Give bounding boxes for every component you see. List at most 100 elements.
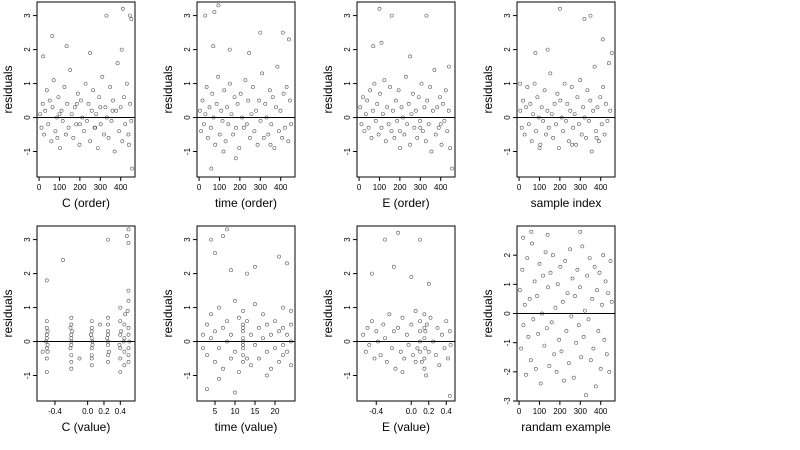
data-point <box>380 112 385 117</box>
data-point <box>126 288 131 293</box>
x-tick-label: 200 <box>393 183 407 192</box>
data-point <box>424 13 429 18</box>
data-point <box>40 349 45 354</box>
data-point <box>126 325 131 330</box>
data-point <box>557 337 562 342</box>
data-point <box>585 88 590 93</box>
data-point <box>428 85 433 89</box>
data-point <box>55 135 60 140</box>
data-point <box>44 319 49 324</box>
y-tick-label: 2 <box>23 271 32 276</box>
x-axis-title: C (value) <box>62 420 111 434</box>
y-axis-title: residuals <box>1 65 15 113</box>
data-point <box>98 105 103 110</box>
data-point <box>564 119 568 123</box>
x-tick-label: 400 <box>594 183 608 192</box>
data-point <box>269 122 274 127</box>
data-point <box>607 369 612 374</box>
data-point <box>50 34 55 38</box>
data-point <box>595 288 599 293</box>
data-point <box>126 298 131 303</box>
data-point <box>241 309 245 313</box>
data-point <box>287 98 292 103</box>
data-point <box>413 359 418 364</box>
data-points <box>358 6 454 171</box>
y-tick-label: 1 <box>23 305 32 310</box>
data-point <box>371 44 376 49</box>
x-tick-label: 200 <box>553 407 567 416</box>
data-point <box>372 356 377 361</box>
data-point <box>448 342 453 347</box>
data-point <box>241 329 245 334</box>
data-point <box>447 329 452 334</box>
data-point <box>391 329 396 334</box>
data-point <box>108 85 113 89</box>
data-point <box>409 112 414 117</box>
data-point <box>400 315 405 320</box>
data-point <box>257 356 261 361</box>
data-point <box>406 342 411 347</box>
data-point <box>365 325 370 330</box>
data-point <box>47 98 52 103</box>
data-point <box>229 112 234 117</box>
x-axis-title: C (order) <box>62 196 110 210</box>
chart-panel: -1 0 1 2 3 0 100 200 300 400 sample index residuals <box>481 1 616 210</box>
data-point <box>267 88 272 93</box>
data-point <box>56 95 61 100</box>
data-point <box>104 13 109 18</box>
data-point <box>363 349 368 354</box>
x-tick-label: 0 <box>517 183 522 192</box>
data-point <box>285 349 289 354</box>
data-point <box>97 95 102 100</box>
data-point <box>423 139 428 144</box>
data-point <box>404 332 409 337</box>
data-point <box>607 61 611 66</box>
data-point <box>261 312 265 317</box>
plot-frame <box>516 1 616 178</box>
y-tick-label: -1 <box>503 147 512 155</box>
data-point <box>539 105 544 110</box>
data-point <box>579 132 584 137</box>
data-point <box>425 98 430 103</box>
data-point <box>426 349 431 354</box>
data-point <box>557 146 561 151</box>
data-point <box>589 358 593 363</box>
x-tick-label: 400 <box>274 183 288 192</box>
data-point <box>69 336 74 341</box>
data-point <box>247 51 252 55</box>
data-point <box>44 88 49 93</box>
data-point <box>521 98 526 103</box>
data-point <box>544 132 548 137</box>
y-tick-label: -2 <box>503 368 512 376</box>
data-point <box>68 68 73 72</box>
y-tick-label: 0 <box>503 311 512 316</box>
data-point <box>68 325 73 330</box>
data-point <box>125 309 130 313</box>
data-point <box>435 105 440 110</box>
y-tick-label: 0 <box>503 115 512 120</box>
data-point <box>110 108 115 113</box>
data-point <box>422 105 427 110</box>
data-point <box>90 342 95 347</box>
data-point <box>289 122 294 127</box>
data-point <box>266 132 271 137</box>
data-point <box>389 129 394 134</box>
data-point <box>74 122 79 127</box>
data-point <box>204 85 209 89</box>
data-point <box>89 332 93 337</box>
x-axis-title: time (order) <box>215 196 277 210</box>
data-point <box>65 102 70 106</box>
data-point <box>379 40 384 45</box>
data-point <box>273 319 277 324</box>
data-point <box>129 17 134 21</box>
data-point <box>126 359 131 364</box>
data-point <box>44 356 49 361</box>
data-point <box>201 346 205 351</box>
data-point <box>545 232 550 237</box>
data-points <box>518 6 614 154</box>
data-point <box>42 132 47 137</box>
x-tick-label: 100 <box>373 183 387 192</box>
data-point <box>118 305 123 310</box>
data-point <box>609 299 614 304</box>
data-points <box>38 6 134 171</box>
